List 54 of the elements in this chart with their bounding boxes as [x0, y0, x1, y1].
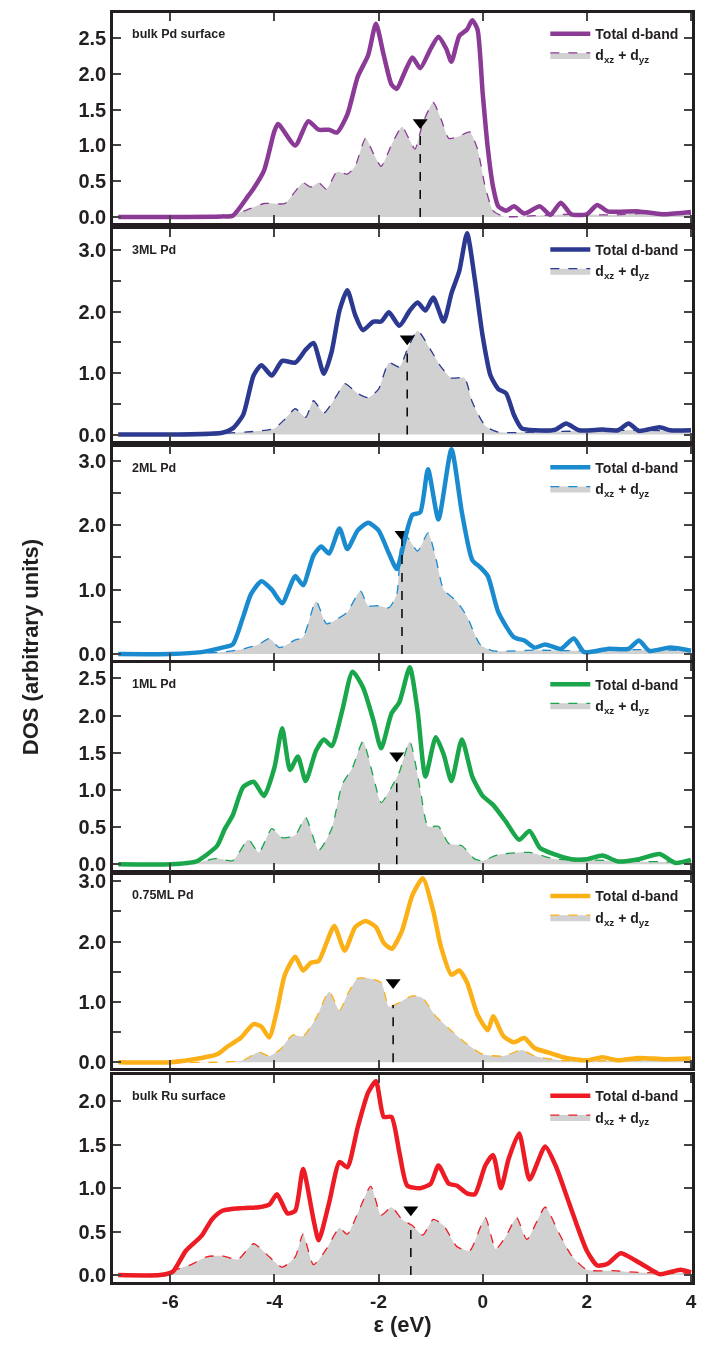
legend-label: d$_{xz}$ + d$_{yz}$: [595, 1109, 650, 1128]
text: bulk Ru surface: [132, 1089, 226, 1103]
legend-label: d$_{xz}$ + d$_{yz}$: [595, 909, 650, 928]
legend-label: Total d-band: [595, 459, 679, 476]
y-axis-title: DOS (arbitrary units): [18, 538, 44, 756]
legend-label: Total d-band: [595, 888, 679, 905]
y-tick-label: 2.5: [78, 27, 107, 50]
y-tick-label: 2.5: [78, 667, 107, 690]
y-tick-label: 0.0: [78, 643, 107, 666]
legend-label: d$_{xz}$ + d$_{yz}$: [595, 697, 650, 716]
y-tick-label: 1.5: [78, 98, 107, 121]
x-tick-label: 2: [581, 1290, 593, 1312]
y-tick-label: 1.0: [78, 778, 107, 801]
legend-label: d$_{xz}$ + d$_{yz}$: [595, 480, 650, 499]
y-tick-label: 0.5: [78, 170, 107, 193]
x-tick-label: 0: [477, 1290, 488, 1312]
y-tick-label: 1.5: [78, 741, 107, 764]
x-axis-title: ε (eV): [373, 1311, 432, 1337]
y-tick-label: 2.0: [78, 704, 107, 727]
y-tick-label: 3.0: [78, 870, 107, 893]
text: 0.75ML Pd: [132, 888, 194, 902]
text: 2ML Pd: [132, 461, 177, 475]
legend-label: Total d-band: [595, 676, 679, 693]
y-tick-label: 1.0: [78, 578, 107, 601]
y-tick-label: 3.0: [78, 449, 107, 472]
y-tick-label: 0.5: [78, 1220, 107, 1243]
legend-label: Total d-band: [595, 1088, 679, 1105]
x-tick-label: -2: [370, 1290, 387, 1312]
y-tick-label: 0.0: [78, 206, 107, 229]
y-tick-label: 0.0: [78, 1051, 107, 1074]
y-tick-label: 2.0: [78, 514, 107, 537]
y-tick-label: 1.0: [78, 362, 107, 385]
y-tick-label: 1.0: [78, 134, 107, 157]
y-tick-label: 2.0: [78, 300, 107, 323]
x-tick-label: -6: [161, 1290, 179, 1312]
y-tick-label: 1.0: [78, 990, 107, 1013]
y-tick-label: 2.0: [78, 930, 107, 953]
text: 1ML Pd: [132, 677, 177, 691]
legend-label: d$_{xz}$ + d$_{yz}$: [595, 263, 650, 282]
legend-label: d$_{xz}$ + d$_{yz}$: [595, 47, 650, 66]
text: bulk Pd surface: [132, 27, 226, 41]
legend-label: Total d-band: [595, 241, 679, 258]
x-tick-label: 4: [685, 1290, 697, 1312]
y-tick-label: 1.5: [78, 1133, 107, 1156]
text: 3ML Pd: [132, 243, 177, 257]
legend-label: Total d-band: [595, 26, 679, 43]
x-tick-label: -4: [265, 1290, 284, 1312]
y-tick-label: 0.0: [78, 423, 107, 446]
y-tick-label: 2.0: [78, 1090, 107, 1113]
y-tick-label: 0.5: [78, 816, 107, 839]
y-tick-label: 1.0: [78, 1177, 107, 1200]
y-tick-label: 2.0: [78, 62, 107, 85]
y-tick-label: 0.0: [78, 1264, 107, 1287]
y-tick-label: 3.0: [78, 239, 107, 262]
